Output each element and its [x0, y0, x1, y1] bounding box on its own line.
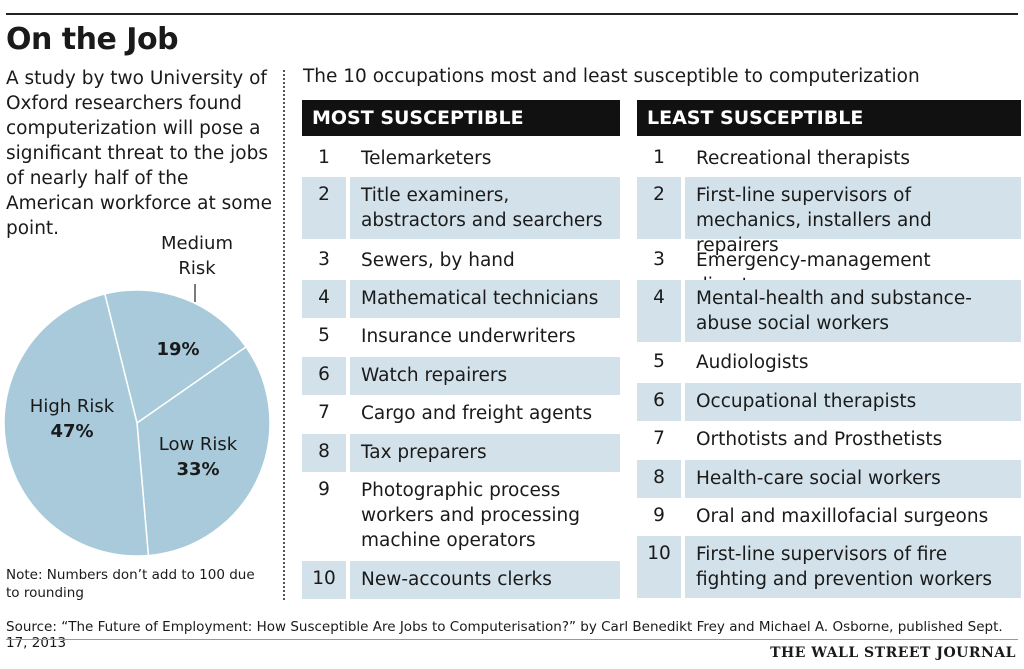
publisher-logo: THE WALL STREET JOURNAL	[770, 645, 1016, 661]
risk-pie-chart	[3, 284, 271, 557]
table-row: 6 Occupational therapists	[637, 383, 1021, 421]
table-row: 2 Title examiners, abstractors and search…	[302, 177, 620, 239]
rank-number: 5	[318, 325, 330, 346]
intro-text: A study by two University of Oxford rese…	[6, 68, 272, 239]
table-row: 10 First-line supervisors of fire fightin…	[637, 536, 1021, 598]
occupation-name: Orthotists and Prosthetists	[696, 429, 943, 450]
occupation-name: Recreational therapists	[696, 148, 911, 169]
rank-number: 9	[653, 505, 665, 526]
table-row: 10 New-accounts clerks	[302, 561, 620, 599]
rank-number: 2	[302, 177, 346, 239]
most-susceptible-header: MOST SUSCEPTIBLE	[302, 100, 620, 136]
rank-number: 6	[637, 383, 681, 421]
rank-number: 4	[302, 280, 346, 318]
occupation-name: Mental-health and substance-abuse social…	[685, 280, 1021, 342]
table-row: 8 Tax preparers	[302, 434, 620, 472]
occupation-name: Insurance underwriters	[361, 326, 576, 347]
column-divider	[283, 70, 285, 600]
pie-value-medium: 19%	[156, 339, 200, 360]
page-title: On the Job	[6, 22, 179, 57]
table-row: 4 Mathematical technicians	[302, 280, 620, 318]
rank-number: 8	[302, 434, 346, 472]
occupation-name: Occupational therapists	[685, 383, 1021, 421]
least-susceptible-header: LEAST SUSCEPTIBLE	[637, 100, 1021, 136]
rank-number: 4	[637, 280, 681, 342]
occupation-name: Oral and maxillofacial surgeons	[696, 506, 989, 527]
rank-number: 2	[637, 177, 681, 239]
occupation-name: Title examiners, abstractors and searche…	[350, 177, 620, 239]
table-row: 6 Watch repairers	[302, 357, 620, 395]
table-row: 7 Cargo and freight agents	[302, 395, 620, 433]
table-row: 2 First-line supervisors of mechanics, in…	[637, 177, 1021, 256]
table-row: 4 Mental-health and substance-abuse socia…	[637, 280, 1021, 342]
rank-number: 3	[318, 249, 330, 270]
table-row: 9 Photographic process workers and proces…	[302, 472, 620, 560]
table-row: 5 Insurance underwriters	[302, 318, 620, 356]
pie-note: Note: Numbers don’t add to 100 due to ro…	[6, 567, 255, 601]
top-rule	[6, 13, 1018, 15]
pie-slice-medium	[103, 289, 248, 425]
pie-label-low: Low Risk 33%	[158, 434, 238, 480]
table-row: 3 Sewers, by hand	[302, 242, 620, 279]
occupation-name: New-accounts clerks	[350, 561, 620, 599]
occupation-name: Sewers, by hand	[361, 250, 515, 271]
occupation-name: Photographic process workers and process…	[361, 480, 581, 551]
rank-number: 7	[318, 402, 330, 423]
rank-number: 1	[318, 147, 330, 168]
rank-number: 5	[653, 351, 665, 372]
rank-number: 9	[318, 479, 330, 500]
occupation-name: Emergency-management directors	[696, 250, 931, 296]
rank-number: 10	[302, 561, 346, 599]
chart-subtitle: The 10 occupations most and least suscep…	[303, 66, 920, 87]
rank-number: 10	[637, 536, 681, 598]
occupation-name: First-line supervisors of mechanics, ins…	[685, 177, 1021, 256]
occupation-name: Mathematical technicians	[350, 280, 620, 318]
pie-slice-high	[3, 293, 150, 557]
table-row: 7 Orthotists and Prosthetists	[637, 421, 1021, 459]
table-row: 5 Audiologists	[637, 344, 1021, 382]
occupation-name: Tax preparers	[350, 434, 620, 472]
rank-number: 1	[653, 147, 665, 168]
pie-label-high: High Risk 47%	[29, 396, 115, 442]
occupation-name: Telemarketers	[361, 148, 492, 169]
pie-slice-low	[136, 345, 271, 557]
rank-number: 7	[653, 428, 665, 449]
occupation-name: Watch repairers	[350, 357, 620, 395]
occupation-name: Cargo and freight agents	[361, 403, 593, 424]
table-row: 1 Recreational therapists	[637, 140, 1021, 177]
rank-number: 8	[637, 460, 681, 498]
rank-number: 6	[302, 357, 346, 395]
table-row: 1 Telemarketers	[302, 140, 620, 177]
table-row: 3 Emergency-management directors	[637, 242, 1021, 296]
table-row: 8 Health-care social workers	[637, 460, 1021, 498]
occupation-name: Audiologists	[696, 352, 809, 373]
occupation-name: First-line supervisors of fire fighting …	[685, 536, 1021, 598]
occupation-name: Health-care social workers	[685, 460, 1021, 498]
rank-number: 3	[653, 249, 665, 270]
table-row: 9 Oral and maxillofacial surgeons	[637, 498, 1021, 536]
pie-label-medium: Medium Risk	[161, 233, 233, 279]
bottom-rule	[6, 639, 1018, 640]
